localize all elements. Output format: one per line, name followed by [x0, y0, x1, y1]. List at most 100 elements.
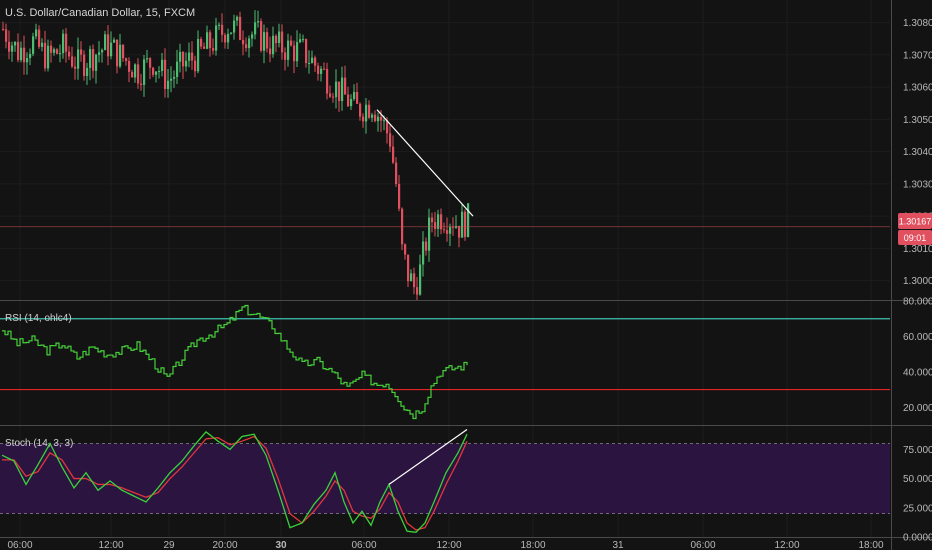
candle-body: [458, 225, 461, 238]
candle-body: [29, 53, 32, 59]
candle-body: [182, 51, 185, 67]
candle-body: [446, 230, 449, 234]
candle-body: [227, 33, 230, 43]
candle-body: [338, 81, 341, 102]
candle-body: [194, 60, 197, 72]
candle-body: [320, 68, 323, 74]
candle-body: [50, 45, 53, 53]
time-tick-label: 29: [163, 540, 175, 550]
candle-body: [365, 104, 368, 122]
stoch-title: Stoch (14, 3, 3): [5, 438, 73, 449]
time-tick-label: 12:00: [436, 540, 461, 550]
candle-body: [314, 57, 317, 66]
candle-body: [434, 222, 437, 229]
chart-title: U.S. Dollar/Canadian Dollar, 15, FXCM: [5, 7, 195, 19]
rsi-line: [2, 304, 468, 420]
candle-body: [113, 39, 116, 43]
candle-body: [287, 40, 290, 60]
stoch-axis[interactable]: 75.0000 50.0000 25.0000 0.0000: [903, 445, 932, 544]
rsi-tick-label: 80.0000: [903, 297, 932, 308]
rsi-tick-label: 20.0000: [903, 403, 932, 414]
candle-body: [221, 24, 224, 35]
candle-body: [86, 67, 89, 76]
candle-body: [386, 120, 389, 134]
candle-body: [146, 58, 149, 60]
candle-body: [158, 70, 161, 72]
price-tick-label: 1.30700: [903, 50, 932, 61]
candle-body: [2, 29, 5, 31]
candle-body: [362, 116, 365, 122]
candle-body: [302, 39, 305, 41]
rsi-axis[interactable]: 80.0000 60.0000 40.0000 20.0000: [903, 297, 932, 414]
price-tick-label: 1.30300: [903, 179, 932, 190]
candle-body: [368, 104, 371, 118]
time-tick-label: 30: [275, 540, 287, 550]
rsi-tick-label: 60.0000: [903, 332, 932, 343]
candle-body: [137, 64, 140, 84]
price-trendline[interactable]: [376, 109, 474, 217]
candle-body: [131, 71, 134, 78]
candle-body: [20, 47, 23, 61]
candle-body: [281, 31, 284, 53]
candle-body: [467, 203, 470, 238]
candle-body: [305, 39, 308, 64]
candle-body: [35, 29, 38, 37]
candle-body: [257, 21, 260, 23]
candle-body: [341, 77, 344, 102]
price-badge: [898, 213, 932, 229]
candle-body: [152, 67, 155, 75]
stoch-trendline[interactable]: [388, 429, 468, 485]
stoch-tick-label: 0.0000: [903, 533, 932, 544]
candle-body: [404, 244, 407, 255]
candle-body: [440, 214, 443, 230]
candle-body: [143, 59, 146, 85]
candle-body: [239, 16, 242, 40]
candle-body: [125, 58, 128, 62]
candle-body: [461, 211, 464, 238]
time-tick-label: 06:00: [351, 540, 376, 550]
candle-body: [71, 56, 74, 67]
time-tick-label: 18:00: [520, 540, 545, 550]
stoch-k-line: [1, 430, 468, 534]
candle-body: [383, 120, 386, 122]
price-badge-value: 1.30167: [899, 217, 932, 227]
candle-body: [59, 53, 62, 55]
stoch-tick-label: 50.0000: [903, 474, 932, 485]
candle-body: [68, 51, 71, 57]
candle-body: [83, 54, 86, 76]
candle-body: [167, 80, 170, 90]
price-tick-label: 1.30000: [903, 276, 932, 287]
candle-body: [254, 22, 257, 35]
time-axis[interactable]: 06:00 12:00 29 20:00 30 06:00 12:00 18:00 31 06:0…: [7, 540, 883, 550]
candle-body: [80, 49, 83, 55]
candle-body: [416, 287, 419, 295]
candle-body: [263, 32, 266, 51]
candle-body: [161, 59, 164, 71]
candle-body: [326, 69, 329, 94]
candle-body: [452, 226, 455, 228]
price-tick-label: 1.30400: [903, 147, 932, 158]
candle-body: [428, 217, 431, 251]
candle-body: [56, 49, 59, 54]
candle-body: [5, 29, 8, 42]
candle-body: [374, 114, 377, 122]
candle-body: [77, 49, 80, 69]
candle-body: [335, 81, 338, 98]
candle-body: [74, 66, 77, 69]
time-tick-label: 31: [612, 540, 624, 550]
candle-body: [296, 42, 299, 62]
candle-body: [209, 32, 212, 49]
candle-body: [464, 211, 467, 238]
price-axis[interactable]: 1.30800 1.30700 1.30600 1.30500 1.30400 1.303…: [903, 18, 932, 287]
stoch-tick-label: 75.0000: [903, 445, 932, 456]
candle-body: [272, 35, 275, 55]
candle-body: [350, 99, 353, 107]
candle-body: [299, 39, 302, 43]
candle-body: [224, 34, 227, 43]
candle-body: [389, 133, 392, 147]
candle-body: [323, 68, 326, 70]
candle-body: [371, 114, 374, 118]
candle-body: [245, 44, 248, 49]
candle-body: [95, 54, 98, 71]
candle-body: [329, 93, 332, 97]
